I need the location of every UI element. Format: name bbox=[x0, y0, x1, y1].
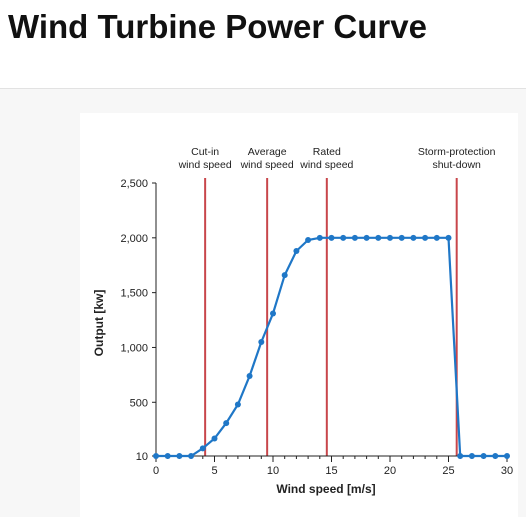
data-point bbox=[270, 310, 276, 317]
data-point bbox=[164, 453, 171, 459]
reference-label-1-1: wind speed bbox=[240, 159, 294, 171]
series-points bbox=[153, 234, 510, 459]
y-tick-label: 500 bbox=[130, 397, 148, 409]
x-tick-label: 25 bbox=[442, 465, 454, 477]
data-point bbox=[293, 247, 300, 254]
x-ticks: 0 5 10 15 20 25 30 bbox=[153, 456, 513, 477]
data-point bbox=[281, 272, 288, 279]
data-point bbox=[433, 234, 440, 241]
data-point bbox=[188, 453, 195, 459]
y-tick-label: 10 bbox=[136, 451, 148, 463]
reference-label-2-1: wind speed bbox=[299, 159, 353, 171]
series-line bbox=[156, 236, 507, 458]
reference-label-3-1: shut-down bbox=[432, 159, 481, 171]
data-point bbox=[305, 237, 312, 244]
reference-label-0-1: wind speed bbox=[178, 159, 232, 171]
data-point bbox=[504, 453, 510, 459]
data-point bbox=[328, 234, 335, 241]
data-point bbox=[468, 453, 475, 459]
data-point bbox=[316, 234, 323, 241]
data-point bbox=[492, 453, 499, 459]
y-tick-label: 2,000 bbox=[120, 233, 148, 245]
x-tick-label: 10 bbox=[267, 465, 279, 477]
data-point bbox=[223, 420, 230, 427]
data-point bbox=[445, 234, 452, 241]
y-tick-label: 1,000 bbox=[120, 342, 148, 354]
x-tick-label: 20 bbox=[384, 465, 396, 477]
y-tick-label: 1,500 bbox=[120, 288, 148, 300]
data-point bbox=[410, 234, 417, 241]
power-curve-figure: Cut-in wind speed Average wind speed Rated wi… bbox=[80, 113, 518, 517]
x-tick-label: 15 bbox=[325, 465, 337, 477]
data-point bbox=[340, 234, 347, 241]
y-tick-label: 2,500 bbox=[120, 178, 148, 190]
data-point bbox=[153, 453, 159, 459]
reference-label-0-0: Cut-in bbox=[191, 146, 219, 158]
data-point bbox=[176, 453, 183, 459]
data-point bbox=[457, 453, 464, 459]
reference-label-3-0: Storm-protection bbox=[418, 146, 496, 158]
data-point bbox=[234, 401, 241, 408]
axes bbox=[155, 183, 507, 457]
data-point bbox=[422, 234, 429, 241]
y-axis-label: Output [kw] bbox=[92, 290, 106, 357]
data-point bbox=[375, 234, 382, 241]
data-point bbox=[199, 445, 206, 452]
data-point bbox=[387, 234, 393, 241]
data-point bbox=[398, 234, 405, 241]
reference-lines bbox=[204, 178, 458, 456]
x-tick-label: 0 bbox=[153, 465, 159, 477]
data-point bbox=[363, 234, 370, 241]
reference-label-2-0: Rated bbox=[313, 146, 341, 158]
y-ticks: 10 500 1,000 1,500 2,000 2,500 bbox=[120, 178, 156, 463]
page-title: Wind Turbine Power Curve bbox=[8, 8, 427, 45]
x-axis-label: Wind speed [m/s] bbox=[276, 482, 375, 496]
data-point bbox=[351, 234, 358, 241]
reference-label-1-0: Average bbox=[248, 146, 287, 158]
x-tick-label: 30 bbox=[501, 465, 513, 477]
data-point bbox=[211, 435, 218, 442]
x-tick-label: 5 bbox=[211, 465, 217, 477]
data-point bbox=[246, 372, 253, 379]
data-point bbox=[258, 338, 265, 345]
title-divider bbox=[0, 88, 526, 89]
data-point bbox=[480, 453, 487, 459]
